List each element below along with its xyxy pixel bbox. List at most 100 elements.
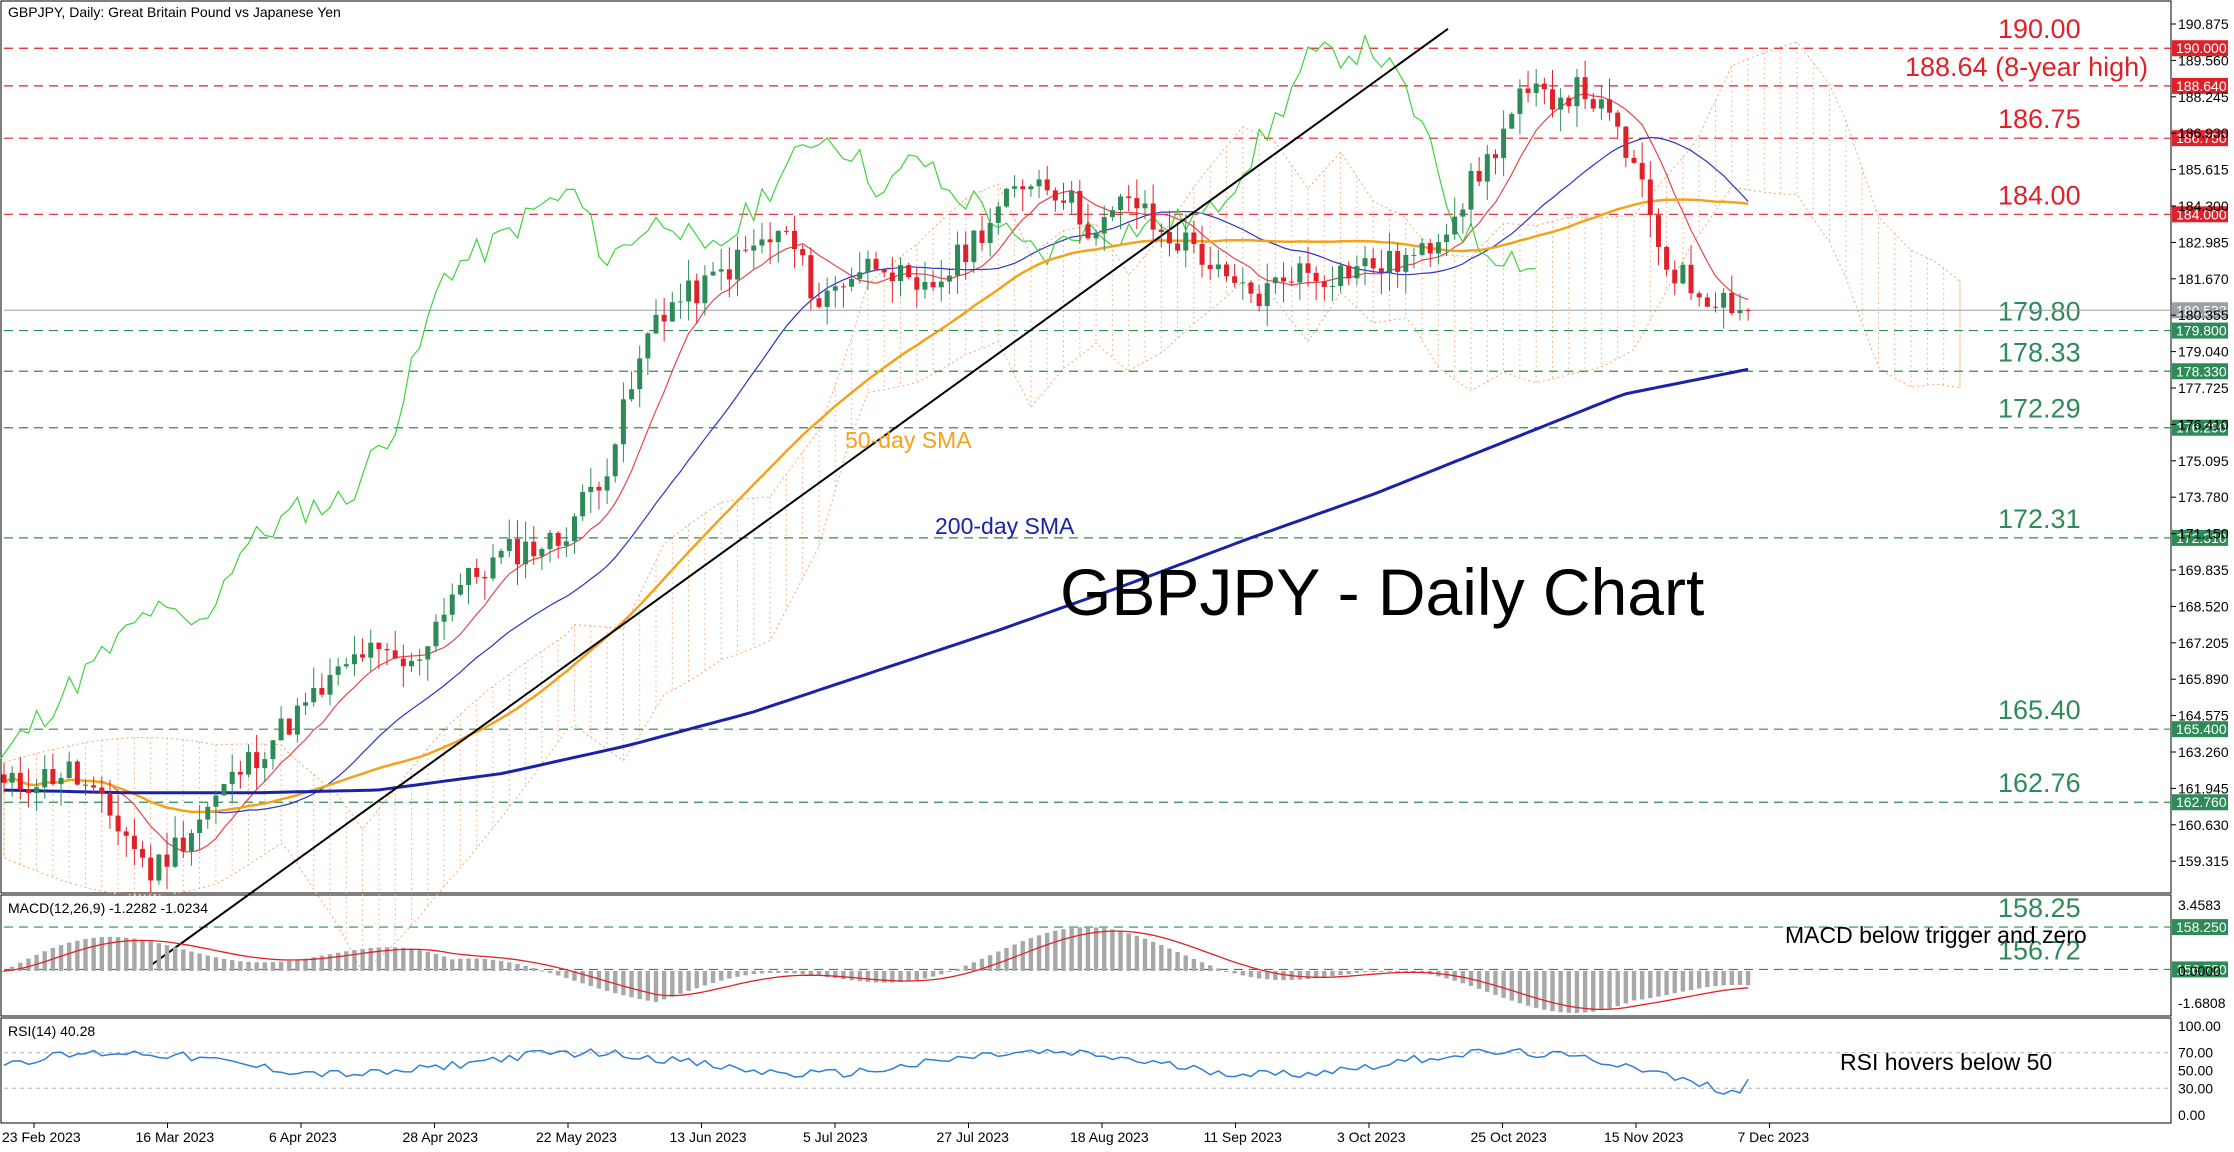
macd-bar [808,970,814,975]
macd-bar [580,970,585,984]
candle-body [1745,310,1751,312]
macd-bar [1150,941,1156,971]
price-tick-label: 169.835 [2178,562,2229,578]
date-tick-label: 18 Aug 2023 [1070,1129,1149,1145]
macd-bar [1395,970,1400,972]
macd-bar [1729,970,1734,985]
macd-bar [1517,970,1523,1004]
candle-body [205,806,211,820]
current-price-tag [2172,302,2228,319]
macd-bar [922,970,928,979]
candle-body [1558,97,1564,110]
candle-body [1199,244,1205,265]
price-axis: 190.875 189.560 188.245 186.930 185.615 184.3… [2171,16,2229,869]
macd-tick-label: 0.0000 [2178,963,2221,979]
res-level-tag [2172,40,2228,57]
macd-bar [344,951,349,971]
macd-bar [987,955,993,971]
candle-body [1378,268,1384,273]
macd-bar [18,962,23,971]
candle-body [1329,286,1335,288]
macd-bar [1028,938,1034,971]
macd-bar [1713,970,1718,987]
candle-body [1501,128,1507,159]
macd-bar [1199,962,1205,971]
macd-bar [686,970,691,991]
macd-bar [1534,970,1539,1008]
candle-body [523,541,529,565]
candle-body [971,230,977,263]
candle-body [1444,234,1450,243]
macd-bar [653,970,659,1003]
candle-body [637,358,643,390]
macd-bar [441,956,447,971]
macd-bar [1672,970,1677,994]
candle-body [1468,170,1474,210]
sup-level-label: 162.76 [1998,768,2081,798]
candle-body [1338,265,1344,287]
candle-body [327,674,333,695]
macd-bar [857,970,862,982]
res-level-label: 184.00 [1998,180,2081,210]
candle-body [865,258,871,273]
candle-body [91,785,97,788]
candle-body [906,265,912,278]
macd-bar [132,938,137,971]
candle-body [669,302,675,322]
macd-bar [474,958,479,971]
candle-body [914,277,920,290]
candle-body [1631,157,1637,163]
macd-bar [1599,970,1604,1011]
macd-bar [841,970,846,980]
candle-body [172,837,178,867]
candle-body [1085,224,1091,239]
candle-body [946,275,952,282]
macd-bar [91,937,96,971]
macd-bar [433,953,439,971]
rsi-tick-label: 100.00 [2178,1018,2221,1034]
macd-bar [1631,970,1637,1001]
macd-bar [629,970,634,998]
candle-body [963,244,969,263]
macd-bar [1338,970,1343,976]
candle-body [1109,210,1115,218]
macd-bar [1737,970,1743,985]
macd-bar [1224,970,1229,972]
macd-bar [295,959,300,971]
macd-bar [1476,970,1482,989]
candle-body [759,239,765,246]
macd-bar [1012,944,1017,971]
macd-bar [1639,970,1645,1000]
candle-body [1533,83,1539,93]
candle-body [1370,258,1376,269]
candle-body [800,249,806,256]
price-tick-label: 188.245 [2178,89,2229,105]
macd-bar [1525,970,1531,1006]
macd-bar [1208,965,1213,971]
macd-bar [1354,970,1360,974]
price-tick-label: 175.095 [2178,453,2229,469]
candle-body [1704,297,1710,307]
big-title: GBPJPY - Daily Chart [1060,555,1704,629]
macd-bar [1582,970,1588,1013]
macd-bar [213,957,219,971]
candle-body [572,516,577,542]
sup-level-tag-text: 158.250 [2176,919,2227,935]
sup-level-tag [2172,322,2228,339]
macd-bar [393,947,398,971]
macd-bar [115,937,121,971]
candle-body [303,702,309,706]
candle-body [1721,292,1727,308]
macd-bar [450,959,455,971]
candle-body [1215,264,1221,270]
price-tick-label: 184.300 [2178,198,2229,214]
candle-body [832,286,838,291]
macd-bar [1281,970,1286,981]
macd-bar [1509,970,1514,1001]
candle-body [1,774,7,783]
candle-body [751,245,757,251]
macd-bar [287,960,292,971]
macd-bar [189,951,194,971]
candle-body [710,271,716,276]
macd-bar [1256,970,1262,979]
